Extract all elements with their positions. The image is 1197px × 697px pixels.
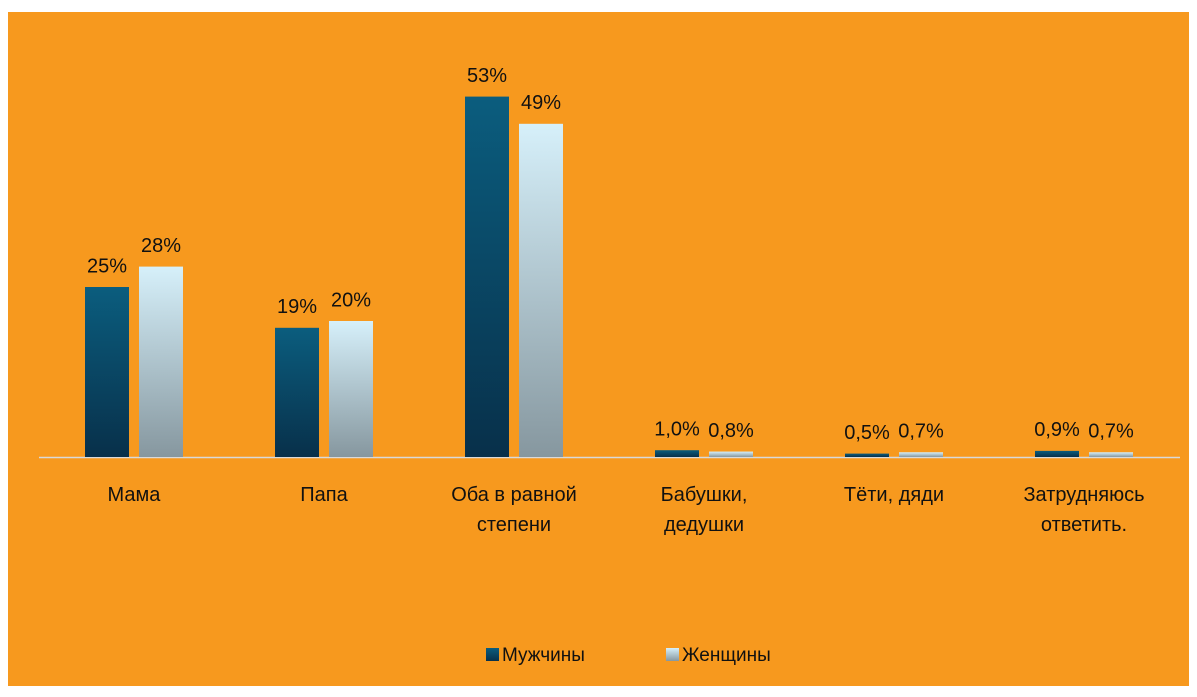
data-label: 0,5% — [844, 422, 890, 444]
data-label: 19% — [277, 296, 317, 318]
x-tick-label: Папа — [300, 484, 348, 506]
x-tick-label: Мама — [107, 484, 161, 506]
x-tick-label: Затрудняюсь ответить. — [1023, 484, 1145, 536]
bar — [85, 287, 129, 457]
bar — [655, 450, 699, 457]
x-tick-label: Бабушки, дедушки — [660, 484, 748, 536]
bar — [1035, 450, 1079, 457]
bar — [275, 327, 319, 457]
bar — [709, 451, 753, 457]
data-label: 0,8% — [708, 420, 754, 442]
bar — [899, 452, 943, 457]
data-label: 1,0% — [654, 418, 700, 440]
data-label: 28% — [141, 235, 181, 257]
bar — [519, 123, 563, 458]
data-label: 20% — [331, 289, 371, 311]
x-tick-label: Оба в равной степени — [451, 484, 577, 536]
x-tick-label: Тёти, дяди — [843, 484, 945, 506]
data-label: 0,9% — [1034, 419, 1080, 441]
chart-background — [8, 12, 1189, 686]
data-label: 49% — [521, 92, 561, 114]
legend-swatch — [666, 648, 679, 661]
data-label: 0,7% — [1088, 421, 1134, 443]
legend-label: Мужчины — [502, 645, 585, 666]
data-label: 53% — [467, 65, 507, 87]
legend-label: Женщины — [682, 645, 771, 666]
data-label: 25% — [87, 255, 127, 277]
data-label: 0,7% — [898, 421, 944, 443]
bar — [465, 96, 509, 457]
bar — [845, 453, 889, 457]
legend-swatch — [486, 648, 499, 661]
bar — [139, 266, 183, 457]
bar — [329, 321, 373, 457]
bar — [1089, 452, 1133, 457]
